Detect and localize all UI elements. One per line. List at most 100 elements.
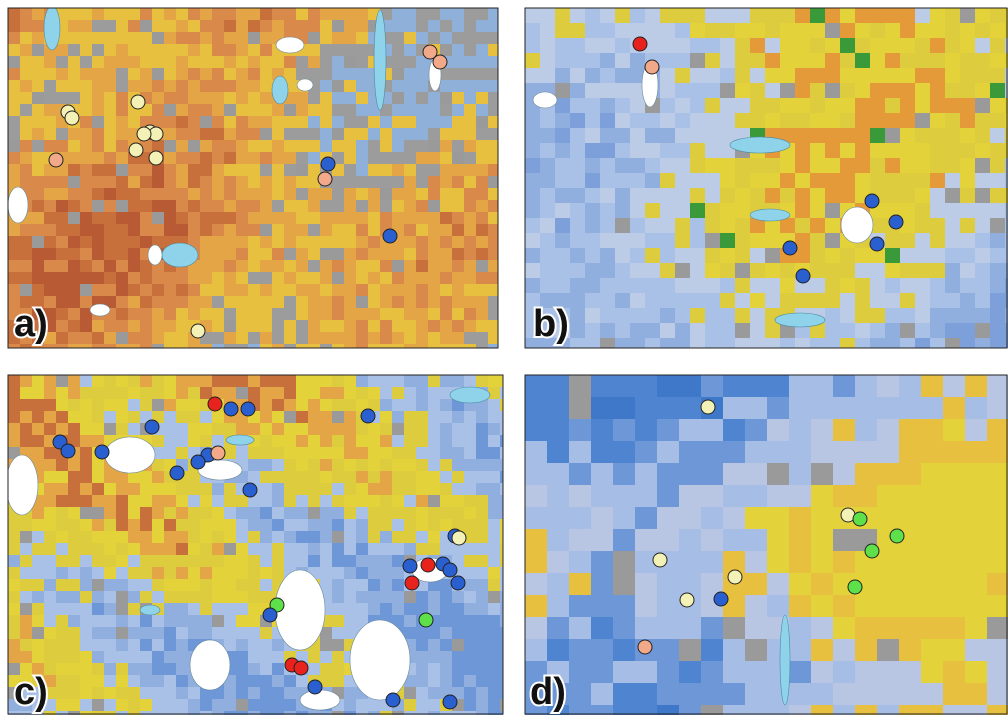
raster-cell [176, 44, 189, 57]
raster-cell [212, 272, 225, 285]
raster-cell [500, 663, 513, 676]
raster-cell [750, 293, 766, 309]
raster-cell [356, 164, 369, 177]
raster-cell [104, 651, 117, 664]
raster-cell [224, 44, 237, 57]
raster-cell [32, 603, 45, 616]
raster-cell [80, 555, 93, 568]
raster-cell [200, 375, 213, 388]
raster-cell [284, 212, 297, 225]
raster-cell [320, 44, 333, 57]
raster-cell [630, 173, 646, 189]
raster-cell [128, 507, 141, 520]
raster-cell [789, 529, 812, 552]
raster-cell [308, 44, 321, 57]
raster-cell [877, 397, 900, 420]
raster-cell [164, 435, 177, 448]
panel-label: a) [14, 303, 48, 345]
raster-cell [248, 188, 261, 201]
raster-cell [885, 248, 901, 264]
raster-cell [750, 173, 766, 189]
raster-cell [591, 375, 614, 398]
raster-cell [476, 164, 489, 177]
raster-cell [380, 579, 393, 592]
raster-cell [344, 296, 357, 309]
raster-cell [200, 284, 213, 297]
raster-cell [380, 555, 393, 568]
raster-cell [92, 260, 105, 273]
raster-cell [720, 203, 736, 219]
raster-cell [615, 293, 631, 309]
raster-cell [987, 573, 1008, 596]
raster-cell [701, 507, 724, 530]
raster-cell [116, 248, 129, 261]
raster-cell [440, 308, 453, 321]
raster-cell [645, 128, 661, 144]
raster-cell [452, 56, 465, 69]
raster-cell [945, 233, 961, 249]
raster-cell [332, 423, 345, 436]
raster-cell [128, 579, 141, 592]
raster-cell [164, 320, 177, 333]
raster-cell [224, 308, 237, 321]
raster-cell [44, 284, 57, 297]
raster-cell [128, 248, 141, 261]
raster-cell [825, 203, 841, 219]
raster-cell [296, 224, 309, 237]
raster-cell [248, 687, 261, 700]
raster-cell [585, 83, 601, 99]
raster-cell [92, 332, 105, 345]
raster-cell [795, 8, 811, 24]
raster-cell [745, 441, 768, 464]
raster-cell [332, 104, 345, 117]
raster-cell [284, 308, 297, 321]
raster-cell [248, 8, 261, 21]
raster-cell [356, 603, 369, 616]
raster-cell [613, 573, 636, 596]
raster-cell [570, 98, 586, 114]
raster-cell [284, 507, 297, 520]
raster-cell [92, 8, 105, 21]
raster-cell [945, 173, 961, 189]
raster-cell [104, 32, 117, 45]
raster-cell [780, 263, 796, 279]
raster-cell [116, 344, 129, 357]
site-marker [65, 111, 79, 125]
raster-cell [104, 495, 117, 508]
raster-cell [855, 419, 878, 442]
raster-cell [975, 188, 991, 204]
raster-cell [930, 158, 946, 174]
raster-cell [140, 627, 153, 640]
raster-cell [428, 272, 441, 285]
raster-cell [645, 173, 661, 189]
raster-cell [92, 140, 105, 153]
raster-cell [440, 224, 453, 237]
raster-cell [476, 152, 489, 165]
raster-cell [428, 471, 441, 484]
raster-cell [500, 483, 513, 496]
raster-cell [795, 143, 811, 159]
raster-cell [705, 308, 721, 324]
raster-cell [464, 260, 477, 273]
raster-cell [476, 32, 489, 45]
raster-cell [56, 188, 69, 201]
raster-cell [260, 236, 273, 249]
raster-cell [224, 320, 237, 333]
raster-cell [705, 203, 721, 219]
raster-cell [176, 555, 189, 568]
raster-cell [899, 683, 922, 706]
raster-cell [356, 423, 369, 436]
site-marker [49, 153, 63, 167]
raster-cell [870, 173, 886, 189]
raster-cell [476, 188, 489, 201]
raster-cell [56, 260, 69, 273]
raster-cell [20, 375, 33, 388]
raster-cell [780, 8, 796, 24]
raster-cell [416, 531, 429, 544]
raster-cell [356, 92, 369, 105]
raster-cell [416, 471, 429, 484]
raster-cell [116, 296, 129, 309]
raster-cell [735, 278, 751, 294]
raster-cell [735, 293, 751, 309]
raster-cell [525, 617, 548, 640]
